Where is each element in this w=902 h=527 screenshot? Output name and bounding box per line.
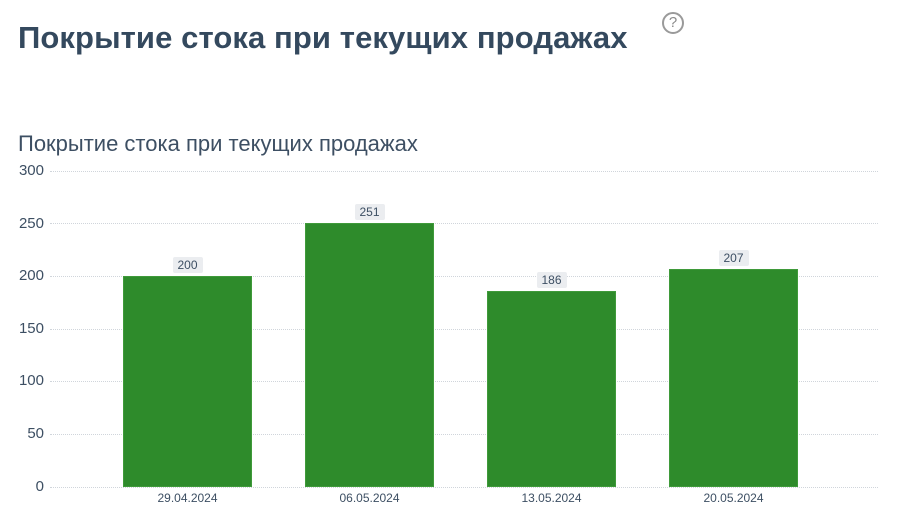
gridline bbox=[50, 329, 878, 330]
y-tick-label: 250 bbox=[18, 215, 44, 232]
bar[interactable] bbox=[123, 276, 252, 487]
data-label: 186 bbox=[536, 272, 567, 289]
y-tick-label: 200 bbox=[18, 267, 44, 284]
bar[interactable] bbox=[305, 222, 434, 487]
x-tick-label: 20.05.2024 bbox=[703, 491, 764, 505]
data-label: 200 bbox=[172, 257, 203, 274]
bar[interactable] bbox=[669, 268, 798, 487]
bar[interactable] bbox=[487, 291, 616, 487]
y-tick-label: 150 bbox=[18, 320, 44, 337]
y-tick-label: 100 bbox=[18, 372, 44, 389]
gridline bbox=[50, 487, 878, 488]
x-tick-label: 06.05.2024 bbox=[339, 491, 400, 505]
help-icon[interactable]: ? bbox=[662, 12, 684, 34]
gridline bbox=[50, 381, 878, 382]
y-tick-label: 300 bbox=[18, 162, 44, 179]
gridline bbox=[50, 434, 878, 435]
y-tick-label: 50 bbox=[27, 425, 44, 442]
y-tick-label: 0 bbox=[35, 478, 44, 495]
x-tick-label: 29.04.2024 bbox=[157, 491, 218, 505]
page-title: Покрытие стока при текущих продажах bbox=[18, 20, 628, 55]
data-label: 251 bbox=[354, 203, 385, 220]
x-tick-label: 13.05.2024 bbox=[521, 491, 582, 505]
data-label: 207 bbox=[718, 249, 749, 266]
gridline bbox=[50, 171, 878, 172]
gridline bbox=[50, 223, 878, 224]
gridline bbox=[50, 276, 878, 277]
chart-title: Покрытие стока при текущих продажах bbox=[18, 131, 418, 156]
